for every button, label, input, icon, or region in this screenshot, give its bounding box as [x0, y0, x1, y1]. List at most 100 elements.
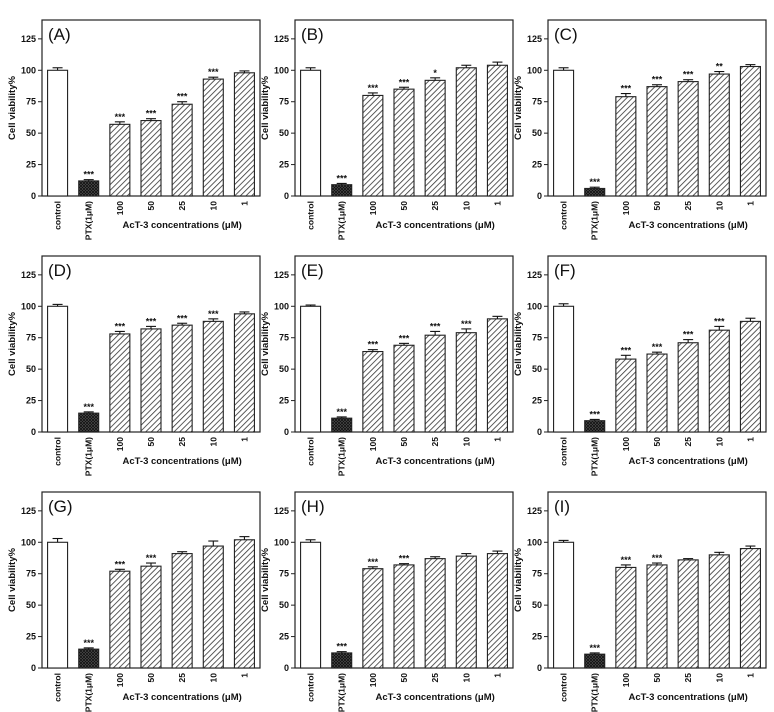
x-tick-label: control: [559, 673, 569, 702]
x-tick-label: control: [559, 437, 569, 466]
significance-label: ***: [146, 316, 157, 326]
y-tick-label: 50: [26, 128, 36, 138]
bar-2: [78, 648, 100, 669]
bar-2: [584, 653, 606, 669]
bar-7: [233, 72, 255, 197]
x-tick-label: 50: [652, 201, 662, 211]
significance-label: ***: [621, 555, 632, 565]
y-axis-title: Cell viability%: [260, 548, 271, 612]
significance-label: ***: [208, 309, 219, 319]
bar-6: [202, 320, 224, 433]
panel-label: (E): [301, 261, 324, 280]
y-tick-label: 75: [26, 97, 36, 107]
significance-label: ***: [83, 170, 94, 180]
bar-5: [677, 559, 699, 669]
x-tick-label: 10: [208, 673, 218, 683]
bar-6: [202, 545, 224, 669]
significance-label: ***: [336, 173, 347, 183]
x-tick-label: PTX(1μM): [590, 201, 600, 240]
x-tick-label: 100: [621, 437, 631, 451]
significance-label: ***: [589, 643, 600, 653]
x-tick-label: 25: [430, 201, 440, 211]
x-axis-title: AcT-3 concentrations (μM): [375, 456, 494, 467]
bar-5: [424, 334, 446, 433]
y-tick-label: 25: [532, 160, 542, 170]
significance-label: **: [716, 62, 724, 72]
y-axis-title: Cell viability%: [260, 76, 271, 140]
x-tick-label: 10: [208, 201, 218, 211]
y-tick-label: 75: [532, 569, 542, 579]
significance-label: ***: [683, 70, 694, 80]
y-tick-label: 125: [527, 34, 542, 44]
y-tick-label: 75: [279, 569, 289, 579]
bar-5: [677, 342, 699, 433]
x-tick-label: 10: [208, 437, 218, 447]
x-tick-label: 50: [399, 437, 409, 447]
significance-label: ***: [461, 319, 472, 329]
bar-3: [109, 333, 131, 433]
significance-label: ***: [589, 177, 600, 187]
bar-4: [140, 120, 162, 197]
bar-4: [393, 88, 415, 197]
bar-4: [646, 86, 668, 197]
significance-label: ***: [714, 316, 725, 326]
x-tick-label: 50: [399, 201, 409, 211]
x-tick-label: PTX(1μM): [337, 201, 347, 240]
x-tick-label: 50: [399, 673, 409, 683]
y-tick-label: 125: [21, 34, 36, 44]
y-tick-label: 100: [527, 537, 542, 547]
x-tick-label: 25: [683, 673, 693, 683]
bar-2: [584, 187, 606, 197]
x-tick-label: control: [306, 201, 316, 230]
significance-label: ***: [621, 345, 632, 355]
bar-7: [233, 539, 255, 669]
x-tick-label: PTX(1μM): [337, 437, 347, 476]
x-tick-label: 1: [492, 201, 502, 206]
y-tick-label: 0: [31, 663, 36, 673]
bar-5: [424, 79, 446, 197]
significance-label: ***: [146, 109, 157, 119]
panel-label: (I): [554, 497, 570, 516]
y-tick-label: 0: [284, 427, 289, 437]
bar-1: [553, 541, 575, 669]
bar-7: [486, 553, 508, 669]
significance-label: ***: [589, 409, 600, 419]
x-tick-label: 1: [492, 437, 502, 442]
bar-4: [140, 565, 162, 669]
x-tick-label: 10: [461, 673, 471, 683]
bar-7: [486, 64, 508, 197]
x-axis-title: AcT-3 concentrations (μM): [628, 220, 747, 231]
y-tick-label: 125: [274, 270, 289, 280]
significance-label: ***: [652, 553, 663, 563]
y-axis-title: Cell viability%: [7, 76, 18, 140]
bar-1: [300, 541, 322, 669]
bar-6: [455, 332, 477, 433]
x-tick-label: 25: [177, 201, 187, 211]
x-tick-label: control: [306, 673, 316, 702]
bar-5: [171, 324, 193, 433]
bar-5: [677, 81, 699, 197]
bar-1: [553, 69, 575, 197]
y-tick-label: 100: [527, 301, 542, 311]
y-tick-label: 0: [537, 191, 542, 201]
x-tick-label: 1: [239, 201, 249, 206]
bar-3: [362, 94, 384, 197]
bar-4: [140, 328, 162, 433]
significance-label: ***: [83, 402, 94, 412]
significance-label: ***: [115, 112, 126, 122]
y-tick-label: 75: [532, 97, 542, 107]
x-tick-label: PTX(1μM): [590, 673, 600, 712]
bar-2: [584, 420, 606, 433]
x-tick-label: 25: [430, 673, 440, 683]
x-tick-label: 100: [115, 673, 125, 687]
x-tick-label: 25: [683, 437, 693, 447]
y-tick-label: 75: [26, 569, 36, 579]
x-tick-label: 50: [146, 673, 156, 683]
significance-label: ***: [368, 83, 379, 93]
y-axis-title: Cell viability%: [7, 548, 18, 612]
bar-5: [171, 103, 193, 197]
